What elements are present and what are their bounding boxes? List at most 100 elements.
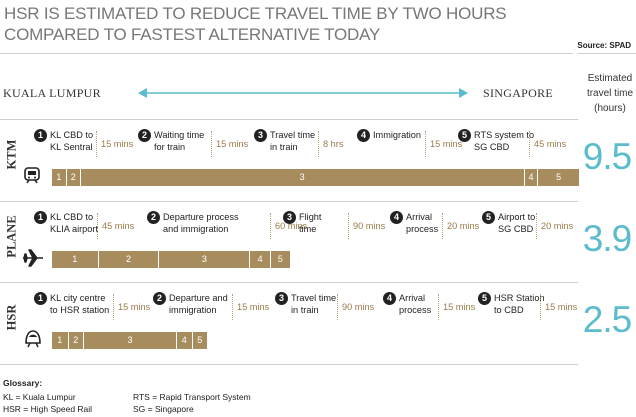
glossary-heading: Glossary: (3, 378, 43, 388)
step-label: 1 KL CBD to KL Sentral (34, 129, 93, 153)
total-time-value: 2.5 (582, 299, 632, 340)
step-text: Arrival process (406, 212, 439, 234)
step-duration: 15 mins (232, 294, 269, 320)
direction-arrow (138, 88, 468, 98)
divider (0, 201, 578, 202)
bar-segment: 2 (97, 251, 159, 268)
step-number-badge: 2 (138, 129, 151, 142)
bar-segment: 5 (191, 332, 208, 349)
mode-label: KTM (4, 139, 19, 170)
step-number-badge: 4 (357, 129, 370, 142)
step-text: Travel time in train (270, 130, 316, 152)
step-number-badge: 1 (34, 211, 47, 224)
step-label: 2 Departure process and immigration (147, 211, 239, 235)
mode-label: HSR (4, 304, 19, 331)
mode-label: PLANE (4, 215, 19, 258)
step-label: 5 RTS system to SG CBD (458, 129, 534, 153)
step-label: 5 HSR Station to CBD (478, 292, 545, 316)
step-duration: 20 mins (442, 213, 479, 239)
step-number-badge: 3 (275, 292, 288, 305)
step-duration: 8 hrs (318, 131, 343, 157)
bar-segment: 1 (57, 335, 63, 345)
train-icon (22, 167, 42, 190)
bar-segment: 1 (56, 172, 62, 182)
divider (578, 53, 636, 54)
step-number-badge: 5 (478, 292, 491, 305)
step-text: Immigration (373, 130, 421, 140)
step-number-badge: 5 (458, 129, 471, 142)
step-duration: 90 mins (348, 213, 385, 239)
step-text: Arrival process (399, 293, 432, 315)
step-duration: 15 mins (113, 294, 150, 320)
step-duration: 45 mins (97, 213, 134, 239)
step-text: KL CBD to KL Sentral (50, 130, 94, 152)
step-duration: 15 mins (211, 131, 248, 157)
step-duration: 15 mins (96, 131, 133, 157)
step-number-badge: 3 (283, 211, 296, 224)
step-label: 5 Airport to SG CBD (482, 211, 535, 235)
step-text: Airport to SG CBD (498, 212, 536, 234)
divider (0, 364, 578, 365)
step-duration: 15 mins (425, 131, 462, 157)
bar-segment: 5 (269, 251, 290, 268)
step-duration: 15 mins (438, 294, 475, 320)
step-label: 4 Arrival process (383, 292, 431, 316)
step-label: 1 KL city centre to HSR station (34, 292, 109, 316)
step-duration: 15 mins (540, 294, 577, 320)
step-label: 2 Waiting time for train (138, 129, 204, 153)
step-label: 4 Arrival process (390, 211, 438, 235)
glossary-item: HSR = High Speed Rail (3, 404, 93, 414)
destination-label: SINGAPORE (483, 86, 554, 100)
step-label: 3 Flight time (283, 211, 321, 235)
step-label: 3 Travel time in train (275, 292, 336, 316)
step-text: RTS system to SG CBD (474, 130, 535, 152)
step-text: Flight time (299, 212, 322, 234)
step-label: 1 KL CBD to KLIA airport (34, 211, 98, 235)
total-time-value: 9.5 (582, 136, 632, 177)
step-duration: 20 mins (536, 213, 573, 239)
step-text: Departure and immigration (169, 293, 228, 315)
hsr-train-icon (22, 330, 44, 353)
step-number-badge: 5 (482, 211, 495, 224)
step-text: Travel time in train (291, 293, 337, 315)
step-number-badge: 4 (390, 211, 403, 224)
step-label: 3 Travel time in train (254, 129, 315, 153)
step-label: 2 Departure and immigration (153, 292, 228, 316)
step-text: KL city centre to HSR station (50, 293, 110, 315)
step-number-badge: 1 (34, 292, 47, 305)
step-number-badge: 1 (34, 129, 47, 142)
bar-segment: 3 (83, 332, 176, 349)
bar-segment: 4 (176, 332, 192, 349)
bar-segment: 4 (249, 251, 269, 268)
step-text: KL CBD to KLIA airport (50, 212, 99, 234)
page-title: HSR is estimated to reduce travel time b… (4, 4, 507, 44)
bar-segment: 2 (67, 332, 84, 349)
step-text: HSR Station to CBD (494, 293, 545, 315)
glossary-item: SG = Singapore (133, 404, 194, 414)
estimated-time-label: Estimated travel time (hours) (586, 73, 634, 114)
step-duration: 45 mins (529, 131, 566, 157)
glossary-item: KL = Kuala Lumpur (3, 392, 76, 402)
divider (0, 53, 573, 54)
step-duration: 60 mins (270, 213, 307, 239)
step-text: Departure process and immigration (163, 212, 239, 234)
plane-icon (22, 249, 44, 272)
bar-segment: 5 (537, 169, 579, 186)
source-note: Source: SPAD (577, 41, 631, 50)
bar-segment: 4 (523, 169, 538, 186)
divider (0, 119, 578, 120)
divider (0, 282, 578, 283)
step-number-badge: 3 (254, 129, 267, 142)
step-number-badge: 2 (153, 292, 166, 305)
step-duration: 90 mins (337, 294, 374, 320)
origin-label: KUALA LUMPUR (3, 86, 101, 100)
bar-segment: 2 (65, 169, 80, 186)
step-number-badge: 4 (383, 292, 396, 305)
bar-segment: 3 (158, 251, 249, 268)
bar-segment: 3 (79, 169, 524, 186)
step-label: 4 Immigration (357, 129, 421, 142)
total-time-value: 3.9 (582, 218, 632, 259)
